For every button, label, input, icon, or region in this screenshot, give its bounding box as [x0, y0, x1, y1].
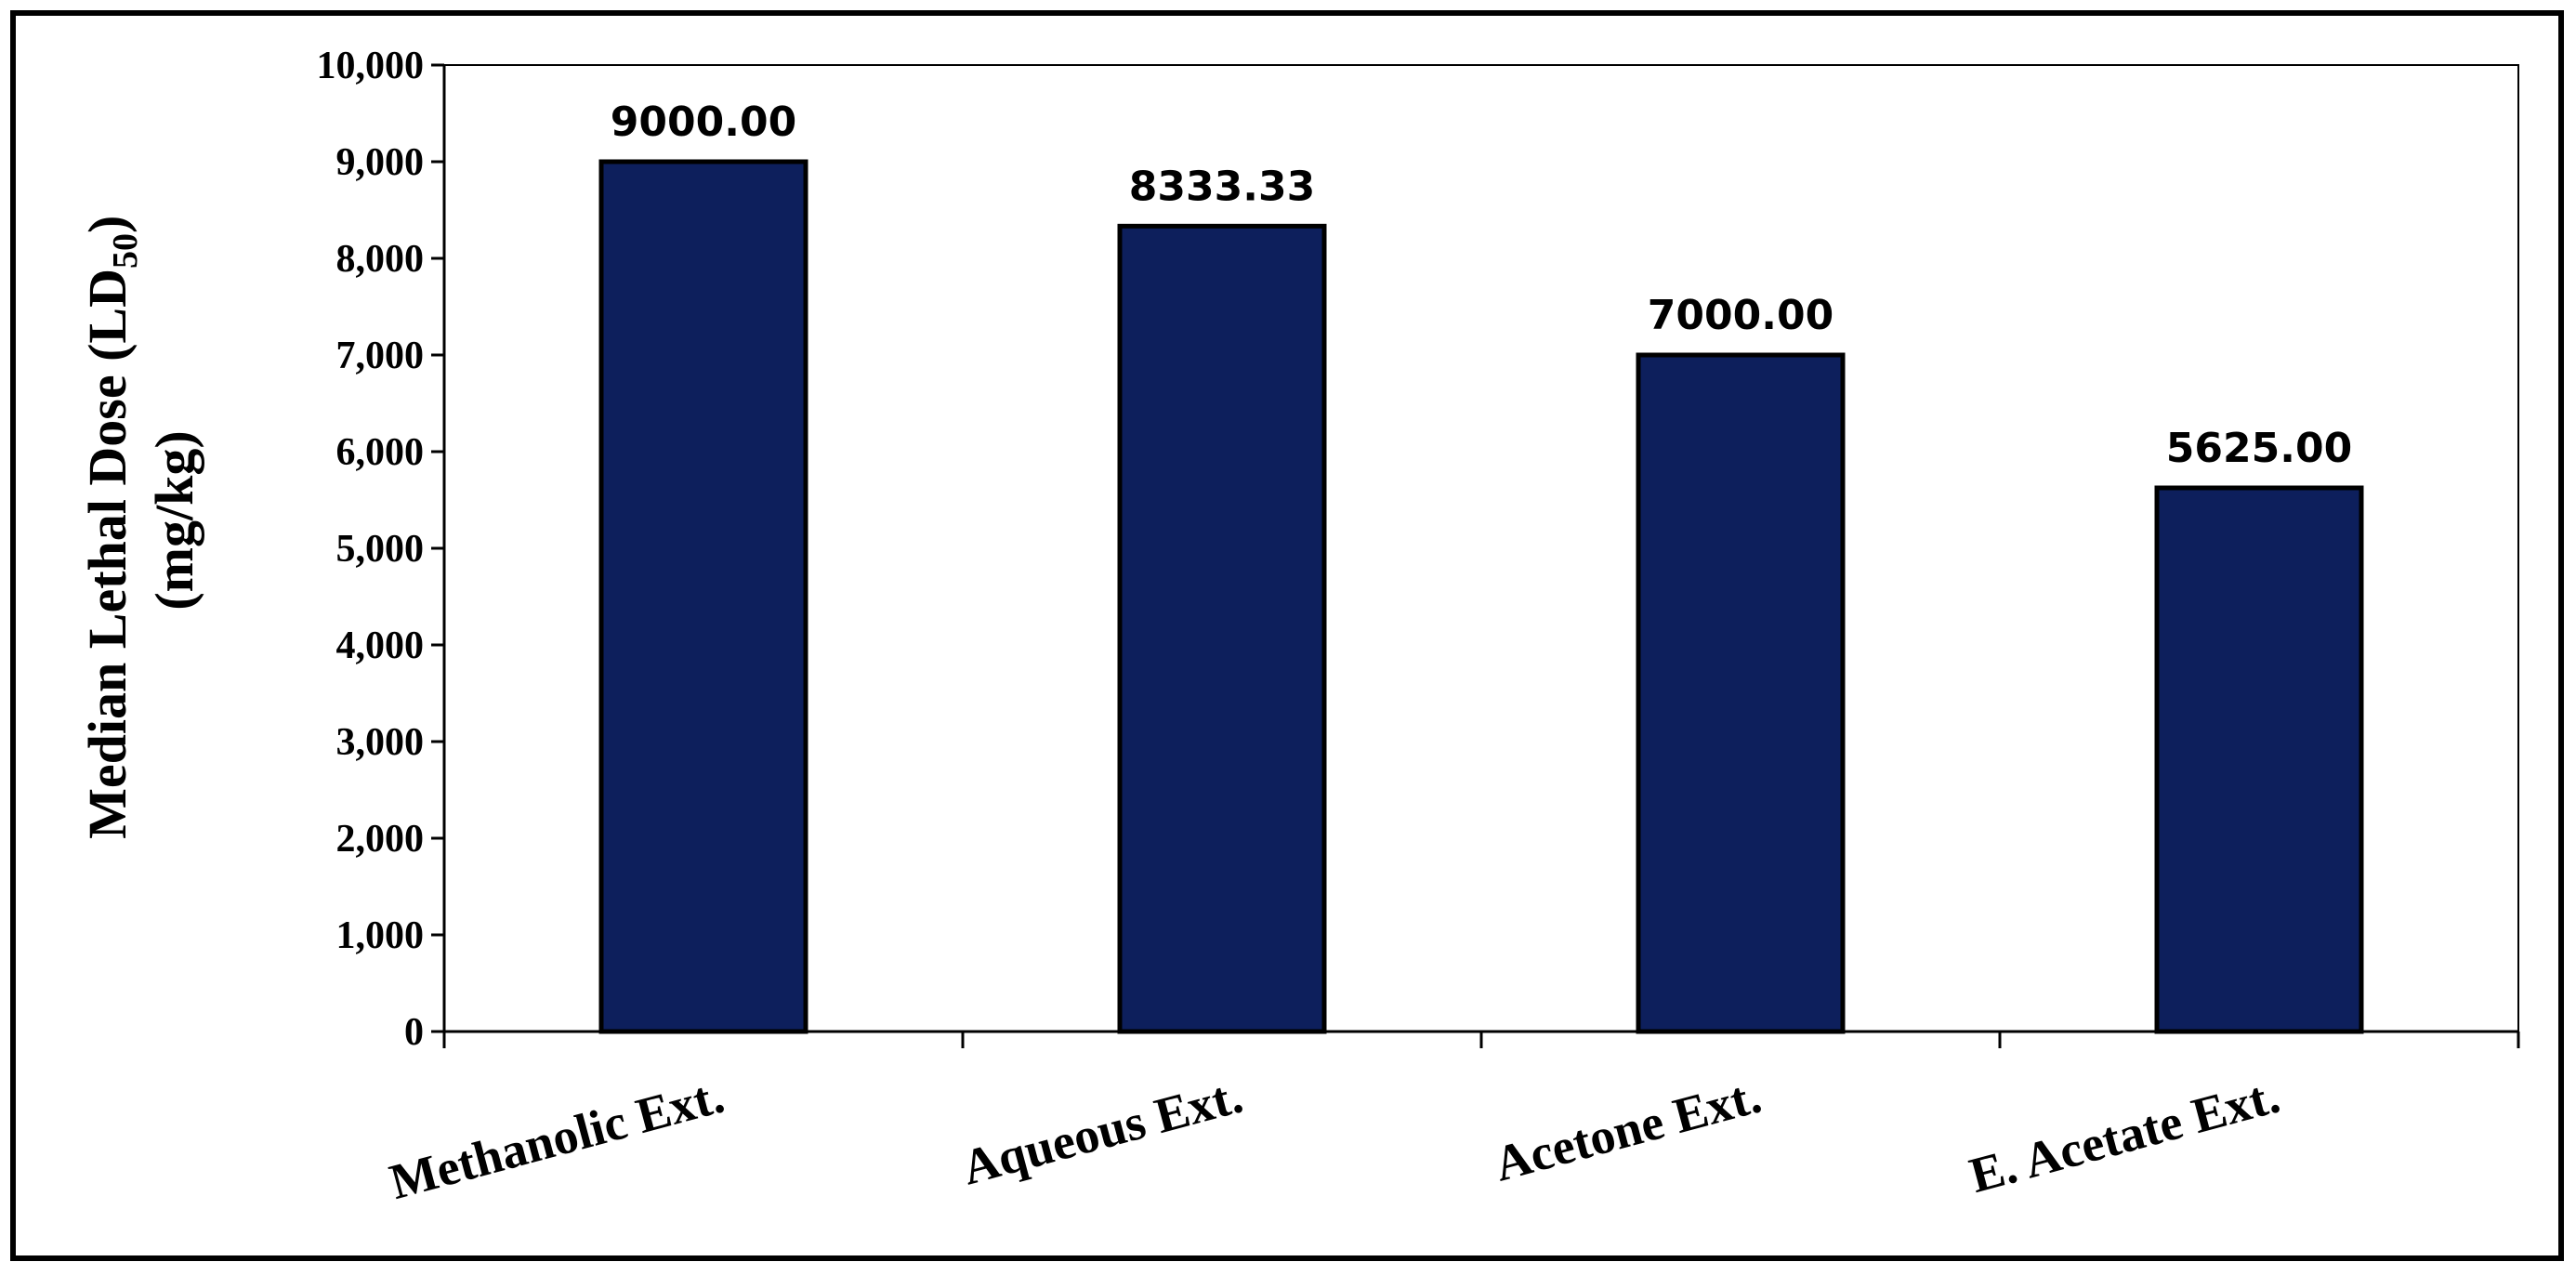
- bar: [1636, 352, 1846, 1034]
- y-tick-label: 6,000: [336, 431, 425, 474]
- bar-value-label: 7000.00: [1648, 292, 1833, 339]
- bar: [1117, 223, 1327, 1034]
- y-tick-label: 0: [404, 1011, 424, 1054]
- bar-value-label: 5625.00: [2166, 425, 2352, 472]
- y-tick-label: 4,000: [336, 624, 425, 667]
- y-tick-label: 10,000: [317, 45, 425, 87]
- y-axis-label-line1: Median Lethal Dose (LD50): [77, 216, 145, 839]
- value-labels-layer: 9000.00 8333.33 7000.00 5625.00: [611, 99, 2352, 472]
- y-tick-label: 9,000: [336, 141, 425, 184]
- y-tick-label: 8,000: [336, 238, 425, 281]
- y-axis-label-subscript: 50: [106, 233, 145, 269]
- y-axis-label-main: Median Lethal Dose (LD: [77, 269, 138, 839]
- y-axis-label-close: ): [77, 216, 138, 233]
- y-tick-label: 7,000: [336, 335, 425, 377]
- y-axis-label-line2: (mg/kg): [144, 430, 204, 610]
- y-ticks-layer: 0 1,000 2,000 3,000 4,000 5,000 6,000 7,000 8,00…: [317, 45, 444, 1054]
- bar: [598, 159, 808, 1034]
- y-tick-label: 5,000: [336, 528, 425, 571]
- bar-value-label: 9000.00: [611, 99, 796, 146]
- bar: [2154, 485, 2364, 1034]
- y-tick-label: 1,000: [336, 914, 425, 957]
- y-tick-label: 2,000: [336, 818, 425, 861]
- y-axis-label: Median Lethal Dose (LD50) (mg/kg): [77, 202, 204, 839]
- bar-value-label: 8333.33: [1129, 163, 1315, 210]
- y-tick-label: 3,000: [336, 721, 425, 764]
